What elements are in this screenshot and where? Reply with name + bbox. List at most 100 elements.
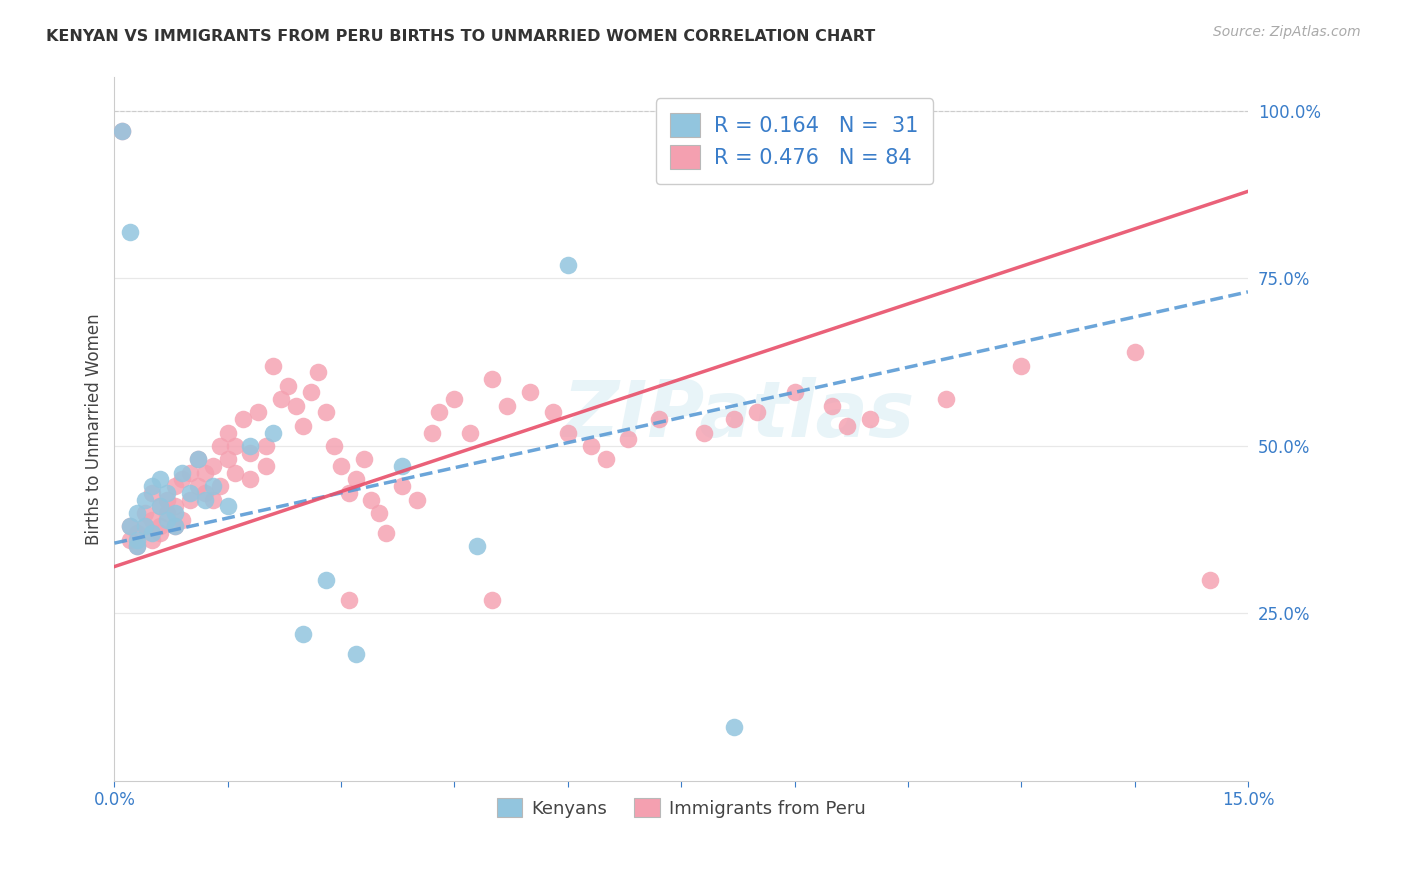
Point: [111, 124, 134, 138]
Point: [156, 506, 179, 520]
Point: [458, 425, 481, 440]
Point: [111, 124, 134, 138]
Point: [163, 500, 186, 514]
Point: [186, 452, 208, 467]
Point: [239, 473, 262, 487]
Point: [118, 533, 141, 547]
Point: [194, 466, 217, 480]
Point: [821, 399, 844, 413]
Point: [443, 392, 465, 406]
Point: [262, 359, 284, 373]
Point: [519, 385, 541, 400]
Point: [391, 459, 413, 474]
Point: [201, 479, 224, 493]
Point: [837, 418, 859, 433]
Point: [1199, 573, 1222, 587]
Point: [647, 412, 669, 426]
Point: [163, 519, 186, 533]
Point: [209, 439, 232, 453]
Point: [239, 445, 262, 459]
Point: [557, 258, 579, 272]
Point: [125, 526, 148, 541]
Point: [134, 506, 156, 520]
Point: [481, 593, 503, 607]
Point: [194, 492, 217, 507]
Point: [163, 519, 186, 533]
Point: [149, 519, 172, 533]
Point: [156, 492, 179, 507]
Legend: Kenyans, Immigrants from Peru: Kenyans, Immigrants from Peru: [489, 791, 873, 825]
Point: [693, 425, 716, 440]
Point: [284, 399, 307, 413]
Point: [783, 385, 806, 400]
Point: [201, 459, 224, 474]
Point: [375, 526, 398, 541]
Point: [179, 486, 201, 500]
Point: [179, 492, 201, 507]
Point: [224, 466, 246, 480]
Point: [149, 473, 172, 487]
Point: [217, 425, 239, 440]
Point: [163, 506, 186, 520]
Point: [254, 459, 277, 474]
Point: [315, 573, 337, 587]
Text: KENYAN VS IMMIGRANTS FROM PERU BIRTHS TO UNMARRIED WOMEN CORRELATION CHART: KENYAN VS IMMIGRANTS FROM PERU BIRTHS TO…: [46, 29, 876, 44]
Point: [367, 506, 389, 520]
Point: [420, 425, 443, 440]
Point: [201, 492, 224, 507]
Point: [134, 519, 156, 533]
Point: [595, 452, 617, 467]
Point: [353, 452, 375, 467]
Point: [557, 425, 579, 440]
Point: [149, 500, 172, 514]
Point: [344, 647, 367, 661]
Point: [246, 405, 269, 419]
Point: [745, 405, 768, 419]
Point: [337, 486, 360, 500]
Point: [344, 473, 367, 487]
Point: [141, 526, 163, 541]
Point: [149, 526, 172, 541]
Point: [141, 479, 163, 493]
Point: [496, 399, 519, 413]
Point: [125, 540, 148, 554]
Text: ZIPatlas: ZIPatlas: [562, 377, 914, 453]
Point: [292, 418, 315, 433]
Point: [315, 405, 337, 419]
Point: [172, 466, 194, 480]
Point: [186, 479, 208, 493]
Point: [481, 372, 503, 386]
Point: [330, 459, 353, 474]
Point: [1010, 359, 1032, 373]
Point: [723, 412, 745, 426]
Point: [209, 479, 232, 493]
Point: [859, 412, 882, 426]
Point: [156, 513, 179, 527]
Point: [179, 466, 201, 480]
Point: [360, 492, 382, 507]
Point: [277, 378, 299, 392]
Point: [935, 392, 957, 406]
Point: [141, 486, 163, 500]
Point: [307, 365, 329, 379]
Point: [186, 452, 208, 467]
Text: Source: ZipAtlas.com: Source: ZipAtlas.com: [1213, 25, 1361, 39]
Point: [172, 513, 194, 527]
Point: [262, 425, 284, 440]
Point: [391, 479, 413, 493]
Point: [232, 412, 254, 426]
Point: [141, 513, 163, 527]
Point: [172, 473, 194, 487]
Point: [465, 540, 488, 554]
Point: [217, 500, 239, 514]
Point: [541, 405, 564, 419]
Point: [194, 486, 217, 500]
Point: [239, 439, 262, 453]
Point: [427, 405, 450, 419]
Point: [224, 439, 246, 453]
Point: [156, 486, 179, 500]
Point: [579, 439, 602, 453]
Point: [723, 720, 745, 734]
Point: [337, 593, 360, 607]
Point: [254, 439, 277, 453]
